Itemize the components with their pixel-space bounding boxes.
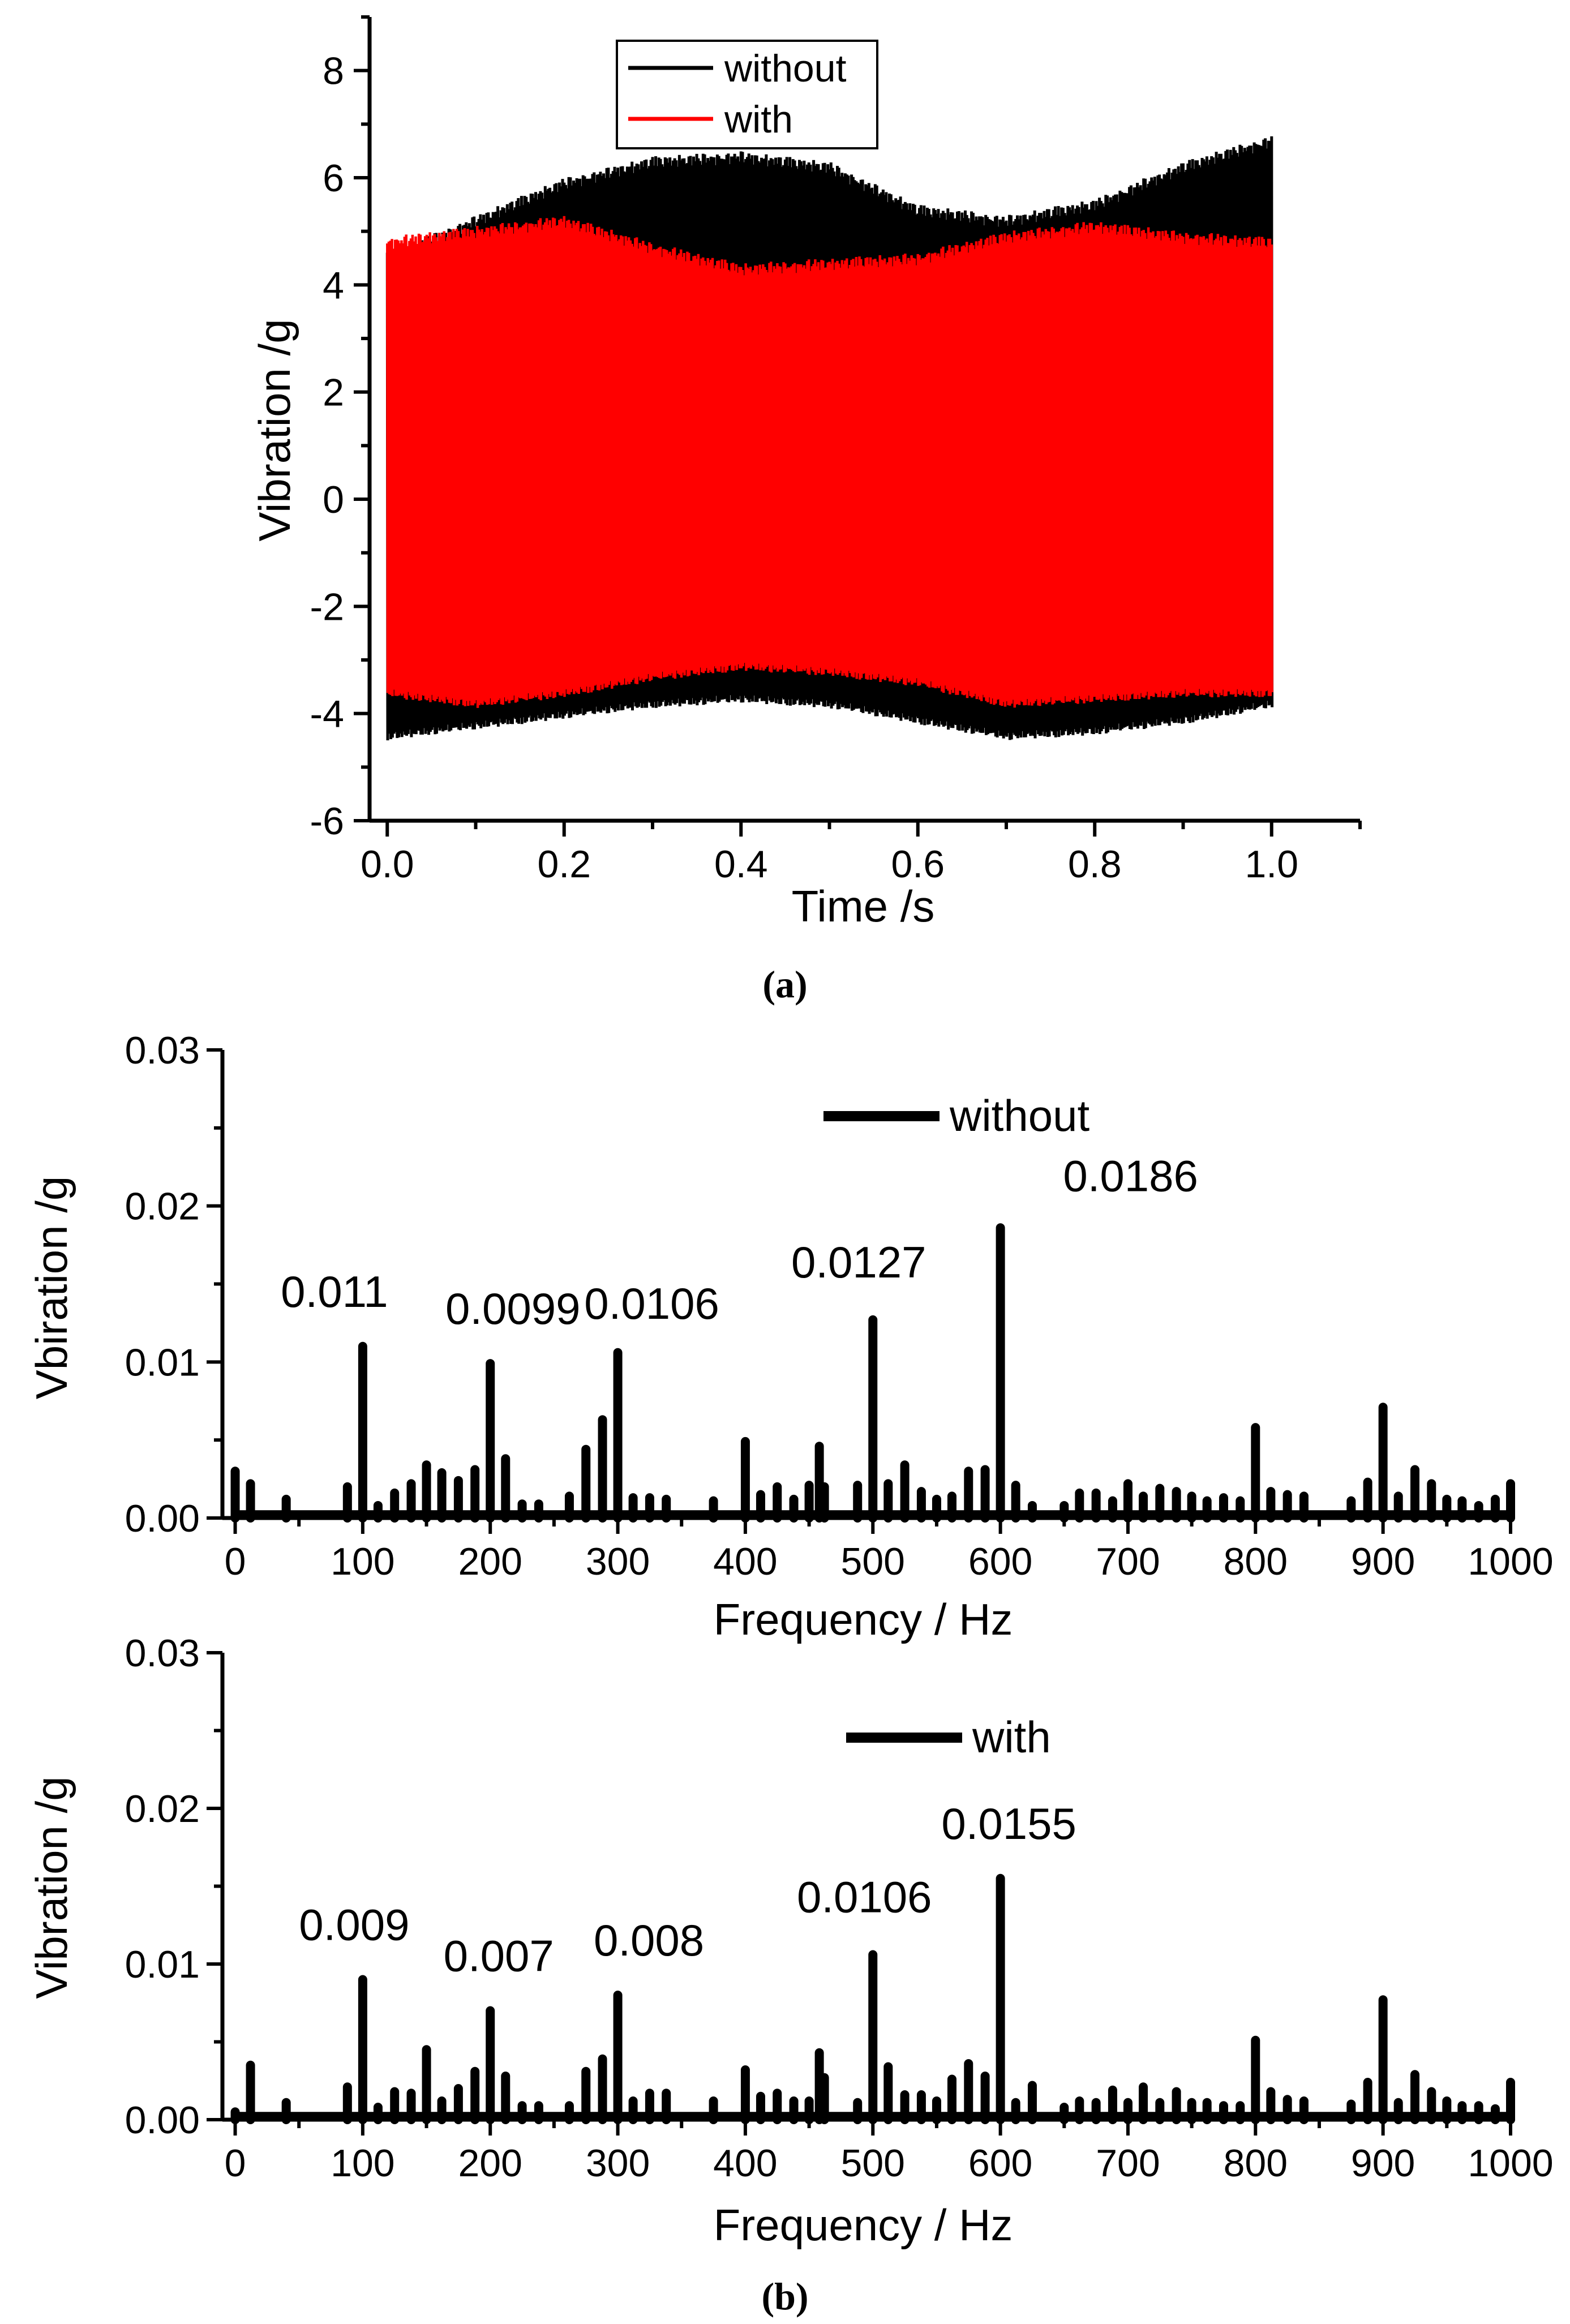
chart-b-bottom-axes: 0.00 0.01 0.02 0.03 0 100 200 300 400 500 600 700 80… [125,1632,1554,2185]
chart-b-bottom-spectrum: 0.00 0.01 0.02 0.03 0 100 200 300 400 500 600 700 80… [27,1632,1554,2318]
chart-b-top-xtick-label: 800 [1224,1540,1288,1583]
chart-a-legend-label-without: without [724,47,847,90]
chart-b-bottom-annotation: 0.0106 [797,1872,932,1922]
chart-b-bottom-xtick-label: 900 [1351,2142,1415,2185]
chart-b-top-ytick-label: 0.03 [125,1029,200,1072]
chart-a-xtick-label: 0.2 [537,843,591,886]
chart-a-xlabel: Time /s [792,881,935,931]
chart-a-ytick-label: 0 [323,478,344,521]
chart-b-bottom-ylabel: Vibration /g [27,1776,76,1999]
chart-b-caption: (b) [761,2275,808,2318]
chart-b-bottom-xtick-label: 200 [458,2142,522,2185]
chart-b-top-xtick-label: 100 [331,1540,394,1583]
chart-a-ytick-label: -2 [310,585,344,628]
chart-b-top-axes: 0.00 0.01 0.02 0.03 0 100 200 300 400 500 600 700 80… [125,1029,1554,1583]
chart-b-bottom-xlabel: Frequency / Hz [714,2200,1013,2250]
chart-a-ytick-label: 4 [323,264,344,307]
chart-b-top-xlabel: Frequency / Hz [714,1594,1013,1644]
chart-b-bottom-ytick-label: 0.01 [125,1943,200,1986]
chart-b-top-xtick-label: 0 [225,1540,246,1583]
chart-a-xtick-label: 0.4 [714,843,768,886]
chart-b-top-xtick-label: 1000 [1468,1540,1553,1583]
chart-b-top-ytick-label: 0.00 [125,1497,200,1540]
chart-a-ytick-label: -4 [310,693,344,736]
chart-b-top-xtick-label: 400 [713,1540,777,1583]
chart-b-bottom-annotation: 0.007 [444,1931,554,1981]
chart-a-ylabel: Vibration /g [250,319,299,541]
chart-b-top-bars [230,1223,1515,1523]
chart-b-bottom-annotation: 0.0155 [941,1799,1076,1849]
chart-b-bottom-legend: with [846,1712,1051,1762]
chart-b-bottom-legend-label: with [972,1712,1051,1762]
chart-b-top-annotation: 0.011 [281,1267,388,1317]
chart-b-top-annotation: 0.0127 [791,1237,926,1287]
chart-a-axes: -6 -4 -2 0 2 4 6 8 0.0 0.2 0.4 0.6 0.8 1.0 [310,15,1362,886]
chart-a-caption: (a) [762,963,807,1006]
chart-a-ytick-label: 6 [323,157,344,200]
chart-b-bottom-xtick-label: 500 [841,2142,905,2185]
chart-a-ytick-label: 2 [323,371,344,414]
chart-a-series-with [386,216,1273,708]
chart-b-bottom-xtick-label: 300 [586,2142,650,2185]
chart-a-legend-box [616,40,878,149]
chart-b-bottom-ytick-label: 0.03 [125,1632,200,1675]
chart-a-time-signal: -6 -4 -2 0 2 4 6 8 0.0 0.2 0.4 0.6 0.8 1.0 without wi… [250,15,1362,1006]
chart-b-bottom-xtick-label: 600 [968,2142,1032,2185]
chart-b-top-xtick-label: 900 [1351,1540,1415,1583]
chart-b-bottom-xtick-label: 400 [713,2142,777,2185]
chart-b-top-xtick-label: 200 [458,1540,522,1583]
chart-b-bottom-annotation: 0.008 [594,1915,704,1965]
chart-b-bottom-ytick-label: 0.02 [125,1787,200,1830]
chart-b-top-xtick-label: 300 [586,1540,650,1583]
chart-a-ytick-label: -6 [310,800,344,843]
chart-b-bottom-xtick-label: 1000 [1468,2142,1553,2185]
chart-b-bottom-xtick-label: 800 [1224,2142,1288,2185]
chart-a-plot-area [385,136,1274,741]
chart-b-bottom-xtick-label: 700 [1096,2142,1160,2185]
chart-b-top-annotation: 0.0106 [584,1279,719,1328]
chart-a-xtick-label: 0.8 [1068,843,1122,886]
chart-a-xtick-label: 0.0 [361,843,414,886]
chart-b-bottom-xtick-label: 100 [331,2142,394,2185]
chart-b-top-ytick-label: 0.01 [125,1341,200,1384]
chart-b-top-annotation: 0.0186 [1063,1151,1198,1200]
chart-b-top-spectrum: 0.00 0.01 0.02 0.03 0 100 200 300 400 500 600 700 80… [27,1029,1554,1644]
chart-b-top-legend: without [823,1091,1089,1140]
chart-a-xtick-label: 0.6 [891,843,945,886]
chart-a-xtick-label: 1.0 [1245,843,1298,886]
chart-b-top-annotation: 0.0099 [445,1284,581,1333]
chart-b-top-xtick-label: 500 [841,1540,905,1583]
chart-b-top-ytick-label: 0.02 [125,1185,200,1228]
chart-b-top-ylabel: Vbiration /g [27,1176,76,1400]
chart-b-top-xtick-label: 600 [968,1540,1032,1583]
chart-b-top-xtick-label: 700 [1096,1540,1160,1583]
chart-b-bottom-xtick-label: 0 [225,2142,246,2185]
chart-b-top-annotations: 0.011 0.0099 0.0106 0.0127 0.0186 [281,1151,1198,1333]
chart-a-legend: without with [616,40,878,149]
chart-a-legend-label-with: with [724,98,793,141]
chart-b-top-legend-label: without [949,1091,1089,1140]
chart-b-bottom-ytick-label: 0.00 [125,2099,200,2142]
chart-b-bottom-annotation: 0.009 [299,1900,409,1950]
chart-a-ytick-label: 8 [323,50,344,93]
